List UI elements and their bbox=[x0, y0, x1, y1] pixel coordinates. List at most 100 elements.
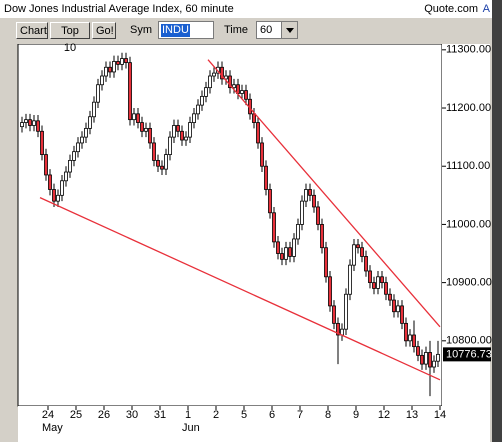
candle-body bbox=[320, 224, 324, 249]
last-price-box bbox=[443, 347, 491, 362]
x-tick-label: 1 bbox=[185, 409, 191, 421]
candle-body bbox=[40, 130, 44, 155]
chart-button[interactable]: Chart bbox=[16, 22, 48, 39]
candle-body bbox=[20, 122, 24, 128]
candle-body bbox=[288, 247, 292, 257]
candle-body bbox=[308, 189, 312, 196]
candle-body bbox=[224, 75, 228, 80]
candle-body bbox=[212, 72, 216, 77]
candle-body bbox=[228, 75, 232, 89]
x-tick-label: 30 bbox=[126, 409, 138, 421]
sym-label: Sym bbox=[130, 24, 152, 36]
candle-body bbox=[324, 247, 328, 278]
candle-body bbox=[404, 322, 408, 342]
plot-area bbox=[17, 43, 443, 407]
candle-body bbox=[432, 360, 436, 368]
month-label: Jun bbox=[182, 422, 200, 434]
price-axis-area bbox=[442, 44, 490, 406]
candle-body bbox=[188, 122, 192, 138]
candle-body bbox=[316, 206, 320, 225]
x-tick-label: 13 bbox=[406, 409, 418, 421]
dropdown-arrow[interactable] bbox=[281, 22, 297, 38]
candle-body bbox=[328, 276, 332, 307]
candle-body bbox=[108, 66, 112, 73]
x-tick-label: 5 bbox=[241, 409, 247, 421]
candle-body bbox=[64, 171, 68, 182]
candle-body bbox=[184, 136, 188, 141]
candle-body bbox=[352, 244, 356, 266]
x-tick-label: 2 bbox=[213, 409, 219, 421]
candle-body bbox=[380, 276, 384, 284]
candle-body bbox=[160, 165, 164, 170]
candle-body bbox=[192, 113, 196, 123]
candle-body bbox=[244, 90, 248, 100]
candle-body bbox=[412, 334, 416, 348]
top10-button[interactable]: Top 10 bbox=[50, 22, 90, 54]
candle-body bbox=[180, 130, 184, 141]
candle-body bbox=[76, 142, 80, 153]
candle-body bbox=[104, 66, 108, 77]
time-value: 60 bbox=[260, 24, 273, 36]
candle-body bbox=[312, 194, 316, 208]
x-tick-label: 12 bbox=[378, 409, 390, 421]
candle-body bbox=[88, 116, 92, 129]
symbol-input[interactable]: INDU bbox=[158, 21, 214, 39]
candle-body bbox=[256, 122, 260, 144]
candle-body bbox=[400, 305, 404, 324]
candle-body bbox=[436, 353, 440, 362]
candle-body bbox=[388, 293, 392, 301]
go-button[interactable]: Go! bbox=[92, 22, 116, 39]
candle-body bbox=[292, 238, 296, 257]
candle-body bbox=[208, 75, 212, 89]
x-tick-label: 25 bbox=[70, 409, 82, 421]
candle-body bbox=[60, 180, 64, 196]
candle-body bbox=[152, 142, 156, 161]
site-name: Quote.com bbox=[424, 3, 478, 15]
candle-body bbox=[272, 212, 276, 243]
candle-body bbox=[268, 189, 272, 214]
candle-body bbox=[300, 200, 304, 225]
candle-body bbox=[260, 142, 264, 167]
x-tick-label: 14 bbox=[434, 409, 446, 421]
trend-line bbox=[39, 197, 441, 381]
candle-body bbox=[424, 352, 428, 365]
x-tick-label: 7 bbox=[297, 409, 303, 421]
candle-body bbox=[240, 90, 244, 94]
candle-body bbox=[84, 127, 88, 138]
candle-body bbox=[24, 119, 28, 123]
candle-body bbox=[296, 224, 300, 240]
candle-body bbox=[168, 136, 172, 155]
candle-body bbox=[364, 256, 368, 272]
candle-body bbox=[156, 159, 160, 167]
candle-body bbox=[392, 299, 396, 313]
candle-body bbox=[336, 322, 340, 336]
candle-body bbox=[344, 293, 348, 330]
y-tick-label: 10800.00 bbox=[446, 335, 492, 347]
candle-body bbox=[92, 101, 96, 118]
candle-body bbox=[304, 189, 308, 202]
candle-body bbox=[28, 119, 32, 126]
y-tick-label: 11300.00 bbox=[446, 44, 491, 56]
month-label: May bbox=[42, 422, 63, 434]
trend-line bbox=[207, 59, 441, 328]
candle-body bbox=[164, 154, 168, 170]
candle-body bbox=[112, 61, 116, 73]
candle-body bbox=[252, 113, 256, 123]
candle-body bbox=[232, 84, 236, 89]
y-tick-label: 11100.00 bbox=[446, 160, 490, 172]
scrollbar bbox=[492, 0, 502, 442]
candle-body bbox=[172, 125, 176, 138]
candle-body bbox=[36, 120, 40, 132]
time-select[interactable]: 60 bbox=[256, 21, 298, 39]
candle-body bbox=[120, 58, 124, 65]
candle-body bbox=[96, 84, 100, 103]
candle-body bbox=[144, 127, 148, 132]
candle-body bbox=[416, 346, 420, 356]
last-price-label: 10776.73 bbox=[446, 348, 492, 360]
title-bar: Dow Jones Industrial Average Index, 60 m… bbox=[0, 0, 492, 18]
symbol-value: INDU bbox=[161, 24, 190, 37]
candle-body bbox=[376, 276, 380, 289]
candle-body bbox=[48, 174, 52, 190]
candle-body bbox=[368, 270, 372, 284]
